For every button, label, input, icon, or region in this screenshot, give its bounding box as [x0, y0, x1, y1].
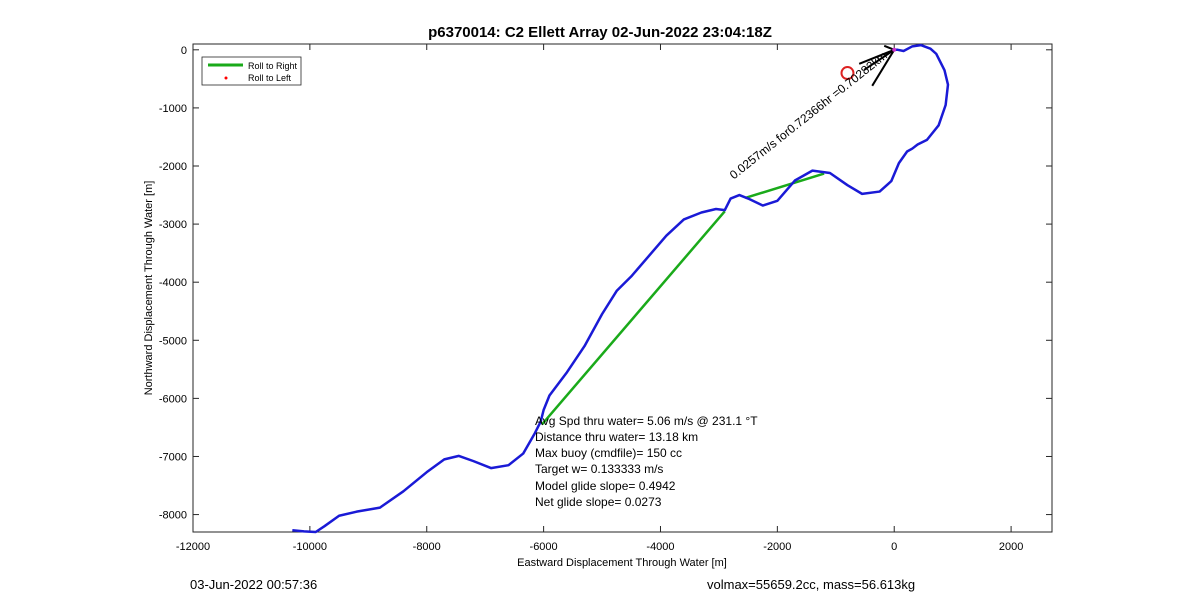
- x-tick-label: -8000: [413, 541, 441, 553]
- stat-distance: Distance thru water= 13.18 km: [535, 430, 698, 444]
- glider-track-line: [292, 43, 950, 534]
- origin-marker: [892, 47, 897, 52]
- roll-right-segment: [744, 172, 825, 200]
- x-tick-label: -6000: [530, 541, 558, 553]
- footer-timestamp: 03-Jun-2022 00:57:36: [190, 577, 318, 592]
- start-marker: [840, 66, 855, 81]
- y-tick-label: -7000: [159, 451, 187, 463]
- current-vector-line: [863, 48, 895, 71]
- stats-annotation: Avg Spd thru water= 5.06 m/s @ 231.1 °T …: [535, 414, 758, 509]
- legend-marker-roll-left: [224, 76, 228, 80]
- plot-frame: [192, 43, 1053, 533]
- y-tick-label: -1000: [159, 103, 187, 115]
- y-axis-label: Northward Displacement Through Water [m]: [143, 181, 155, 396]
- y-tick-label: -6000: [159, 393, 187, 405]
- chart-title: p6370014: C2 Ellett Array 02-Jun-2022 23…: [428, 24, 772, 41]
- y-tick-label: -8000: [159, 510, 187, 522]
- y-tick-label: -5000: [159, 335, 187, 347]
- legend-label-roll-right: Roll to Right: [248, 61, 298, 71]
- legend-label-roll-left: Roll to Left: [248, 73, 292, 83]
- current-vector-line: [871, 49, 896, 87]
- current-label: 0.0257m/s for0.72366hr =0.70282km: [727, 48, 890, 182]
- stat-model-glide: Model glide slope= 0.4942: [535, 479, 676, 493]
- x-tick-label: 0: [891, 541, 897, 553]
- legend: Roll to Right Roll to Left: [201, 56, 302, 86]
- y-tick-label: -3000: [159, 219, 187, 231]
- footer-volmax-mass: volmax=55659.2cc, mass=56.613kg: [707, 577, 916, 592]
- current-vector-line: [858, 48, 895, 65]
- x-tick-label: -2000: [763, 541, 791, 553]
- stat-max-buoy: Max buoy (cmdfile)= 150 cc: [535, 446, 682, 460]
- y-tick-label: -4000: [159, 277, 187, 289]
- y-tick-label: 0: [181, 45, 187, 57]
- y-tick-label: -2000: [159, 161, 187, 173]
- x-tick-label: -4000: [646, 541, 674, 553]
- stat-target-w: Target w= 0.133333 m/s: [535, 462, 663, 476]
- x-tick-label: 2000: [999, 541, 1023, 553]
- x-tick-label: -10000: [293, 541, 327, 553]
- x-axis-label: Eastward Displacement Through Water [m]: [517, 557, 727, 569]
- x-tick-label: -12000: [176, 541, 210, 553]
- stat-avg-speed: Avg Spd thru water= 5.06 m/s @ 231.1 °T: [535, 414, 758, 428]
- roll-right-segment: [540, 210, 726, 426]
- stat-net-glide: Net glide slope= 0.0273: [535, 495, 662, 509]
